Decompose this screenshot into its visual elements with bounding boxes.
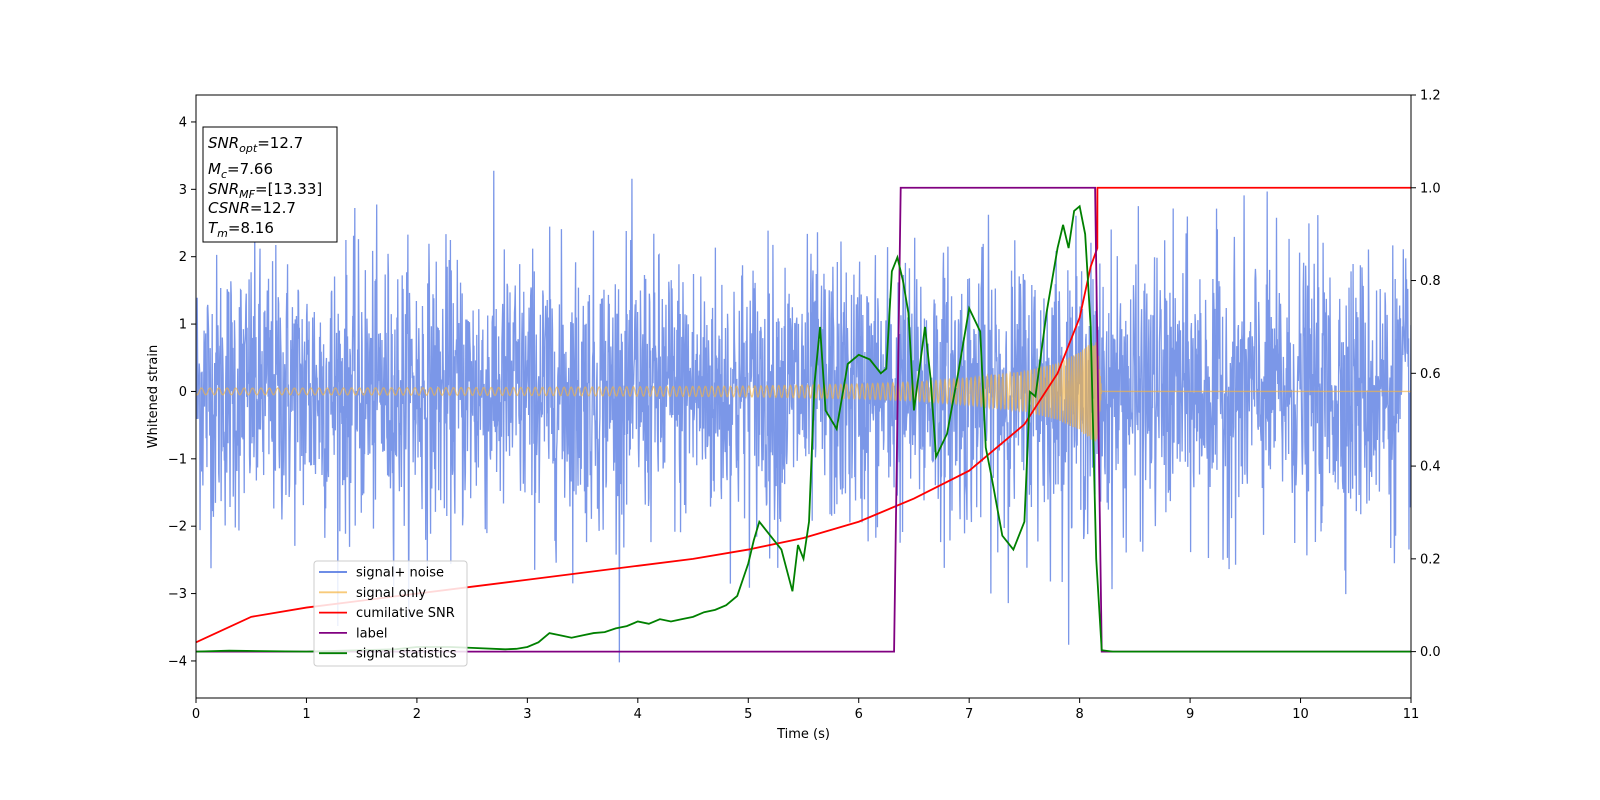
x-tick-label: 5 (744, 707, 752, 722)
x-axis-label: Time (s) (776, 727, 830, 742)
info-box-line: CSNR=12.7 (208, 199, 296, 217)
axes-frame (195, 94, 1412, 699)
x-tick-label: 3 (523, 707, 531, 722)
y-tick-label: 4 (179, 115, 187, 130)
y2-tick-label: 0.4 (1420, 460, 1441, 475)
y-tick-label: −4 (168, 654, 187, 669)
y-axis-ticks: −4 −3 −2 −1 0 1 2 3 4 (168, 115, 196, 669)
y2-tick-label: 0.8 (1420, 274, 1441, 289)
x-tick-label: 11 (1403, 707, 1420, 722)
info-box-line: Mc=7.66 (208, 160, 273, 181)
x-tick-label: 7 (965, 707, 973, 722)
y-tick-label: −3 (168, 587, 187, 602)
info-box-frame (202, 126, 338, 243)
y2-tick-label: 0.2 (1420, 552, 1441, 567)
series-line-signal-plus-noise (196, 170, 1411, 663)
x-tick-label: 2 (413, 707, 421, 722)
y-tick-label: −1 (168, 452, 187, 467)
x-tick-label: 8 (1075, 707, 1083, 722)
y-tick-label: 3 (179, 183, 187, 198)
y-tick-label: 0 (179, 385, 187, 400)
x-tick-label: 10 (1292, 707, 1309, 722)
x-tick-label: 1 (302, 707, 310, 722)
info-box-line: SNRopt=12.7 (208, 134, 303, 155)
y-tick-label: −2 (168, 520, 187, 535)
legend-entry-label: signal+ noise (356, 566, 444, 581)
legend-entry-label: signal only (356, 586, 426, 601)
legend-entry-label: cumilative SNR (356, 606, 455, 621)
info-box-line: SNRMF=[13.33] (208, 180, 322, 201)
x-tick-label: 0 (192, 707, 200, 722)
x-tick-label: 4 (634, 707, 642, 722)
y-tick-label: 2 (179, 250, 187, 265)
y2-tick-label: 1.2 (1420, 89, 1441, 104)
info-box-line: Tm=8.16 (208, 219, 274, 240)
x-tick-label: 9 (1186, 707, 1194, 722)
series-line-signal-statistics (196, 204, 1411, 653)
info-box: SNRopt=12.7 Mc=7.66SNRMF=[13.33]CSNR=12.7… (202, 126, 338, 243)
x-tick-label: 6 (855, 707, 863, 722)
y-axis-label: Whitened strain (146, 345, 161, 448)
y2-axis-ticks: 0.0 0.2 0.4 0.6 0.8 1.0 1.2 (1411, 89, 1441, 660)
legend: signal+ noise signal only cumilative SNR la… (313, 560, 468, 667)
legend-frame (313, 560, 468, 667)
legend-entry-label: label (356, 626, 387, 641)
legend-entry-label: signal statistics (356, 647, 457, 662)
series-line-signal-only (196, 342, 1411, 442)
y2-tick-label: 0.0 (1420, 645, 1441, 660)
y2-tick-label: 1.0 (1420, 181, 1441, 196)
y-tick-label: 1 (179, 318, 187, 333)
y2-tick-label: 0.6 (1420, 367, 1441, 382)
x-axis-ticks: 0 1 2 3 4 5 6 7 8 9 10 11 (192, 698, 1419, 722)
